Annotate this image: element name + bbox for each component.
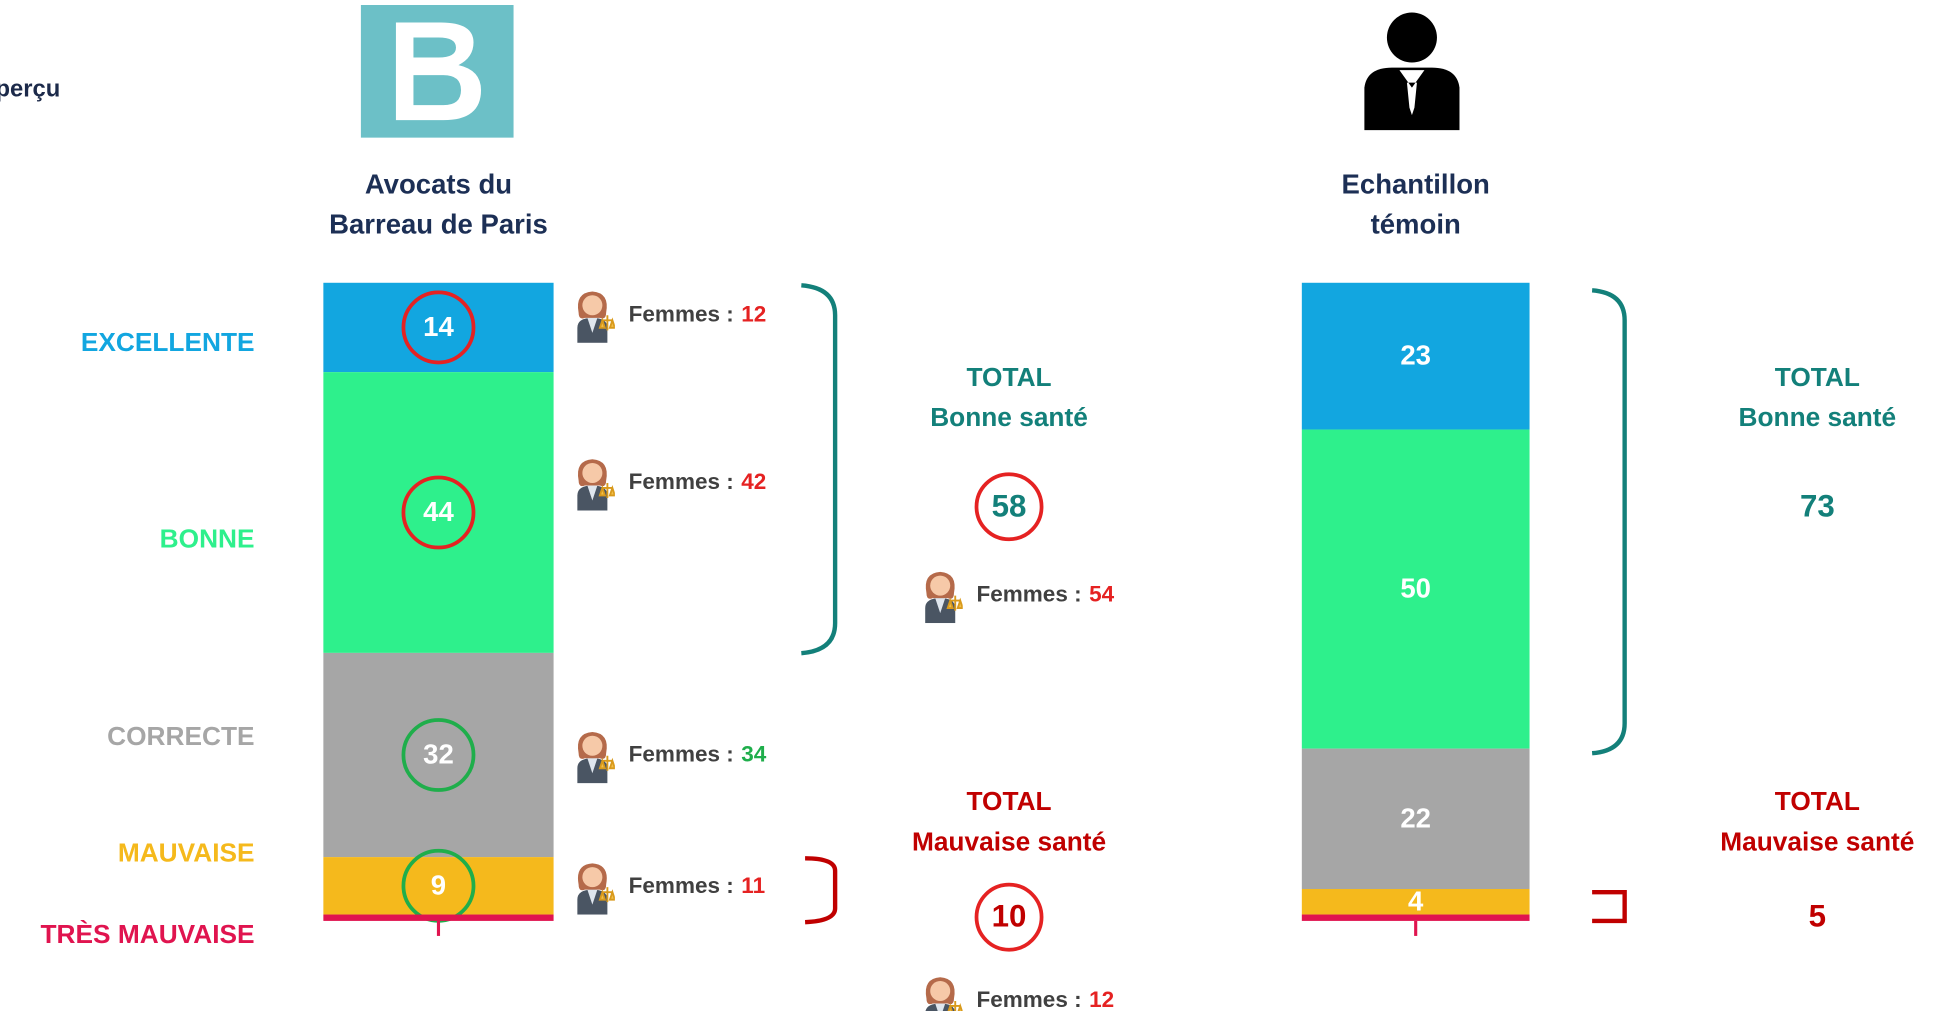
legend-label: EXCELLENTE: [81, 327, 255, 357]
femmes-value: 34: [741, 742, 767, 767]
femmes-label: Femmes :: [977, 987, 1082, 1011]
logo: [360, 5, 514, 138]
value-label: 44: [423, 496, 454, 527]
value-label: 9: [431, 869, 446, 900]
bracket: [1591, 288, 1627, 756]
femmes-label: Femmes :: [629, 742, 734, 767]
femmes-annotation: Femmes : 42: [629, 469, 767, 494]
bar-segment: [323, 652, 554, 858]
person-icon: [1364, 12, 1460, 131]
femmes-value: 11: [741, 873, 765, 898]
femmes-value: 42: [741, 469, 766, 494]
highlight-circle: [401, 475, 476, 550]
total-label: Mauvaise santé: [1720, 826, 1914, 856]
femmes-value: 54: [1089, 582, 1115, 607]
total-label: Bonne santé: [930, 402, 1088, 432]
femmes-label: Femmes :: [629, 301, 734, 326]
value-label: 23: [1400, 340, 1431, 371]
bar-segment: [1301, 914, 1530, 921]
femme-icon: [576, 862, 615, 915]
bar-segment: [323, 372, 554, 653]
total-label: Bonne santé: [1739, 402, 1897, 432]
total-value: 58: [992, 488, 1027, 523]
total-label: TOTAL: [1775, 786, 1860, 816]
bracket: [804, 856, 838, 925]
bar-segment: [1301, 748, 1530, 890]
value-label: 22: [1400, 802, 1431, 833]
legend-label: CORRECTE: [107, 721, 254, 751]
femmes-annotation: Femmes : 11: [629, 873, 765, 898]
total-label: Mauvaise santé: [912, 826, 1106, 856]
legend-label: TRÈS MAUVAISE: [40, 919, 254, 949]
femmes-value: 12: [741, 301, 766, 326]
legend-label: BONNE: [160, 523, 255, 553]
total-value: 73: [1800, 488, 1835, 523]
category-label: Barreau de Paris: [329, 209, 548, 240]
value-label: 32: [423, 739, 454, 770]
highlight-circle: [974, 882, 1044, 952]
femme-icon: [576, 290, 615, 343]
value-label: 50: [1400, 573, 1431, 604]
value-label: 14: [423, 311, 454, 342]
bar-segment: [1301, 889, 1530, 915]
title: perçu: [0, 75, 60, 102]
femmes-annotation: Femmes : 12: [977, 987, 1115, 1011]
femme-icon: [576, 731, 615, 784]
value-label: 4: [1408, 885, 1424, 916]
total-value: 5: [1809, 899, 1826, 934]
bracket: [1592, 889, 1627, 924]
femme-icon: [576, 458, 615, 511]
total-label: TOTAL: [966, 362, 1051, 392]
total-label: TOTAL: [966, 786, 1051, 816]
category-label: Echantillon: [1342, 169, 1490, 200]
bar-segment: [1301, 282, 1530, 430]
bracket: [801, 283, 838, 656]
femme-icon: [924, 976, 963, 1011]
femmes-label: Femmes :: [629, 873, 734, 898]
femme-icon: [924, 570, 963, 624]
highlight-circle: [401, 290, 476, 365]
bar-segment: [323, 914, 554, 921]
bar-segment: [1301, 429, 1530, 749]
highlight-circle: [974, 472, 1044, 542]
femmes-value: 12: [1089, 987, 1114, 1011]
bar-segment: [323, 857, 554, 915]
highlight-circle: [401, 718, 476, 792]
femmes-label: Femmes :: [977, 582, 1082, 607]
total-value: 10: [992, 899, 1027, 934]
femmes-annotation: Femmes : 54: [977, 582, 1115, 607]
femmes-label: Femmes :: [629, 469, 734, 494]
bar-segment: [323, 282, 554, 373]
total-label: TOTAL: [1775, 362, 1860, 392]
femmes-annotation: Femmes : 34: [629, 742, 767, 767]
femmes-annotation: Femmes : 12: [629, 301, 767, 326]
legend-label: MAUVAISE: [118, 838, 255, 868]
category-label: témoin: [1371, 209, 1461, 240]
category-label: Avocats du: [365, 169, 512, 200]
